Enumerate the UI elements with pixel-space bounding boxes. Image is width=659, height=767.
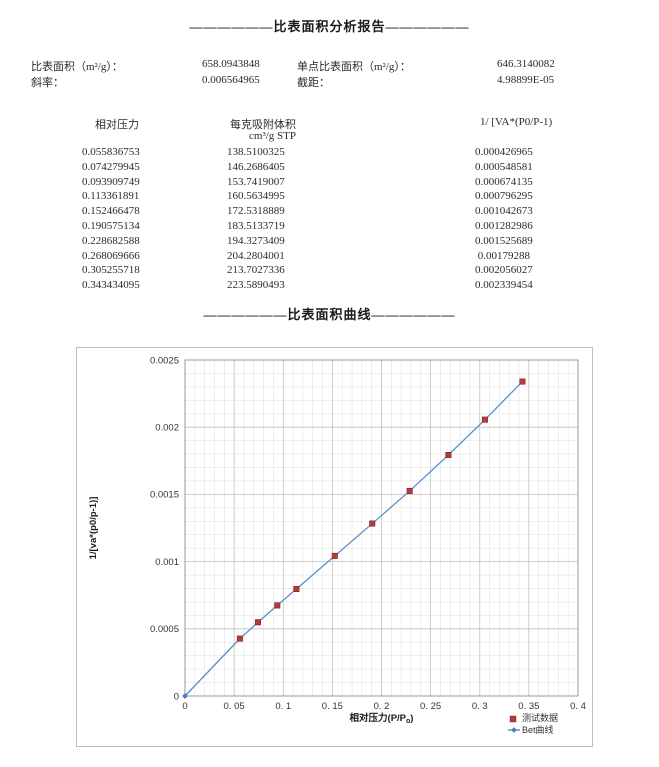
svg-text:0.001: 0.001 (155, 557, 179, 568)
svg-text:0.002: 0.002 (155, 423, 179, 434)
svg-text:0. 3: 0. 3 (472, 701, 488, 712)
svg-text:0.0005: 0.0005 (150, 624, 179, 635)
svg-text:0. 05: 0. 05 (224, 701, 245, 712)
svg-text:0.0025: 0.0025 (150, 355, 179, 366)
svg-text:测试数据: 测试数据 (522, 712, 558, 723)
svg-text:Bet曲线: Bet曲线 (522, 724, 554, 735)
svg-text:0. 1: 0. 1 (275, 701, 291, 712)
svg-text:0. 35: 0. 35 (518, 701, 539, 712)
svg-text:1/[va*(p0/p-1)]: 1/[va*(p0/p-1)] (88, 497, 99, 560)
svg-text:0. 15: 0. 15 (322, 701, 343, 712)
svg-text:0: 0 (182, 701, 187, 712)
svg-text:0. 2: 0. 2 (374, 701, 390, 712)
svg-text:0. 4: 0. 4 (570, 701, 586, 712)
svg-text:0. 25: 0. 25 (420, 701, 441, 712)
svg-text:0.0015: 0.0015 (150, 490, 179, 501)
svg-text:相对压力(P/Po): 相对压力(P/Po) (350, 712, 414, 725)
svg-text:0: 0 (174, 691, 179, 702)
